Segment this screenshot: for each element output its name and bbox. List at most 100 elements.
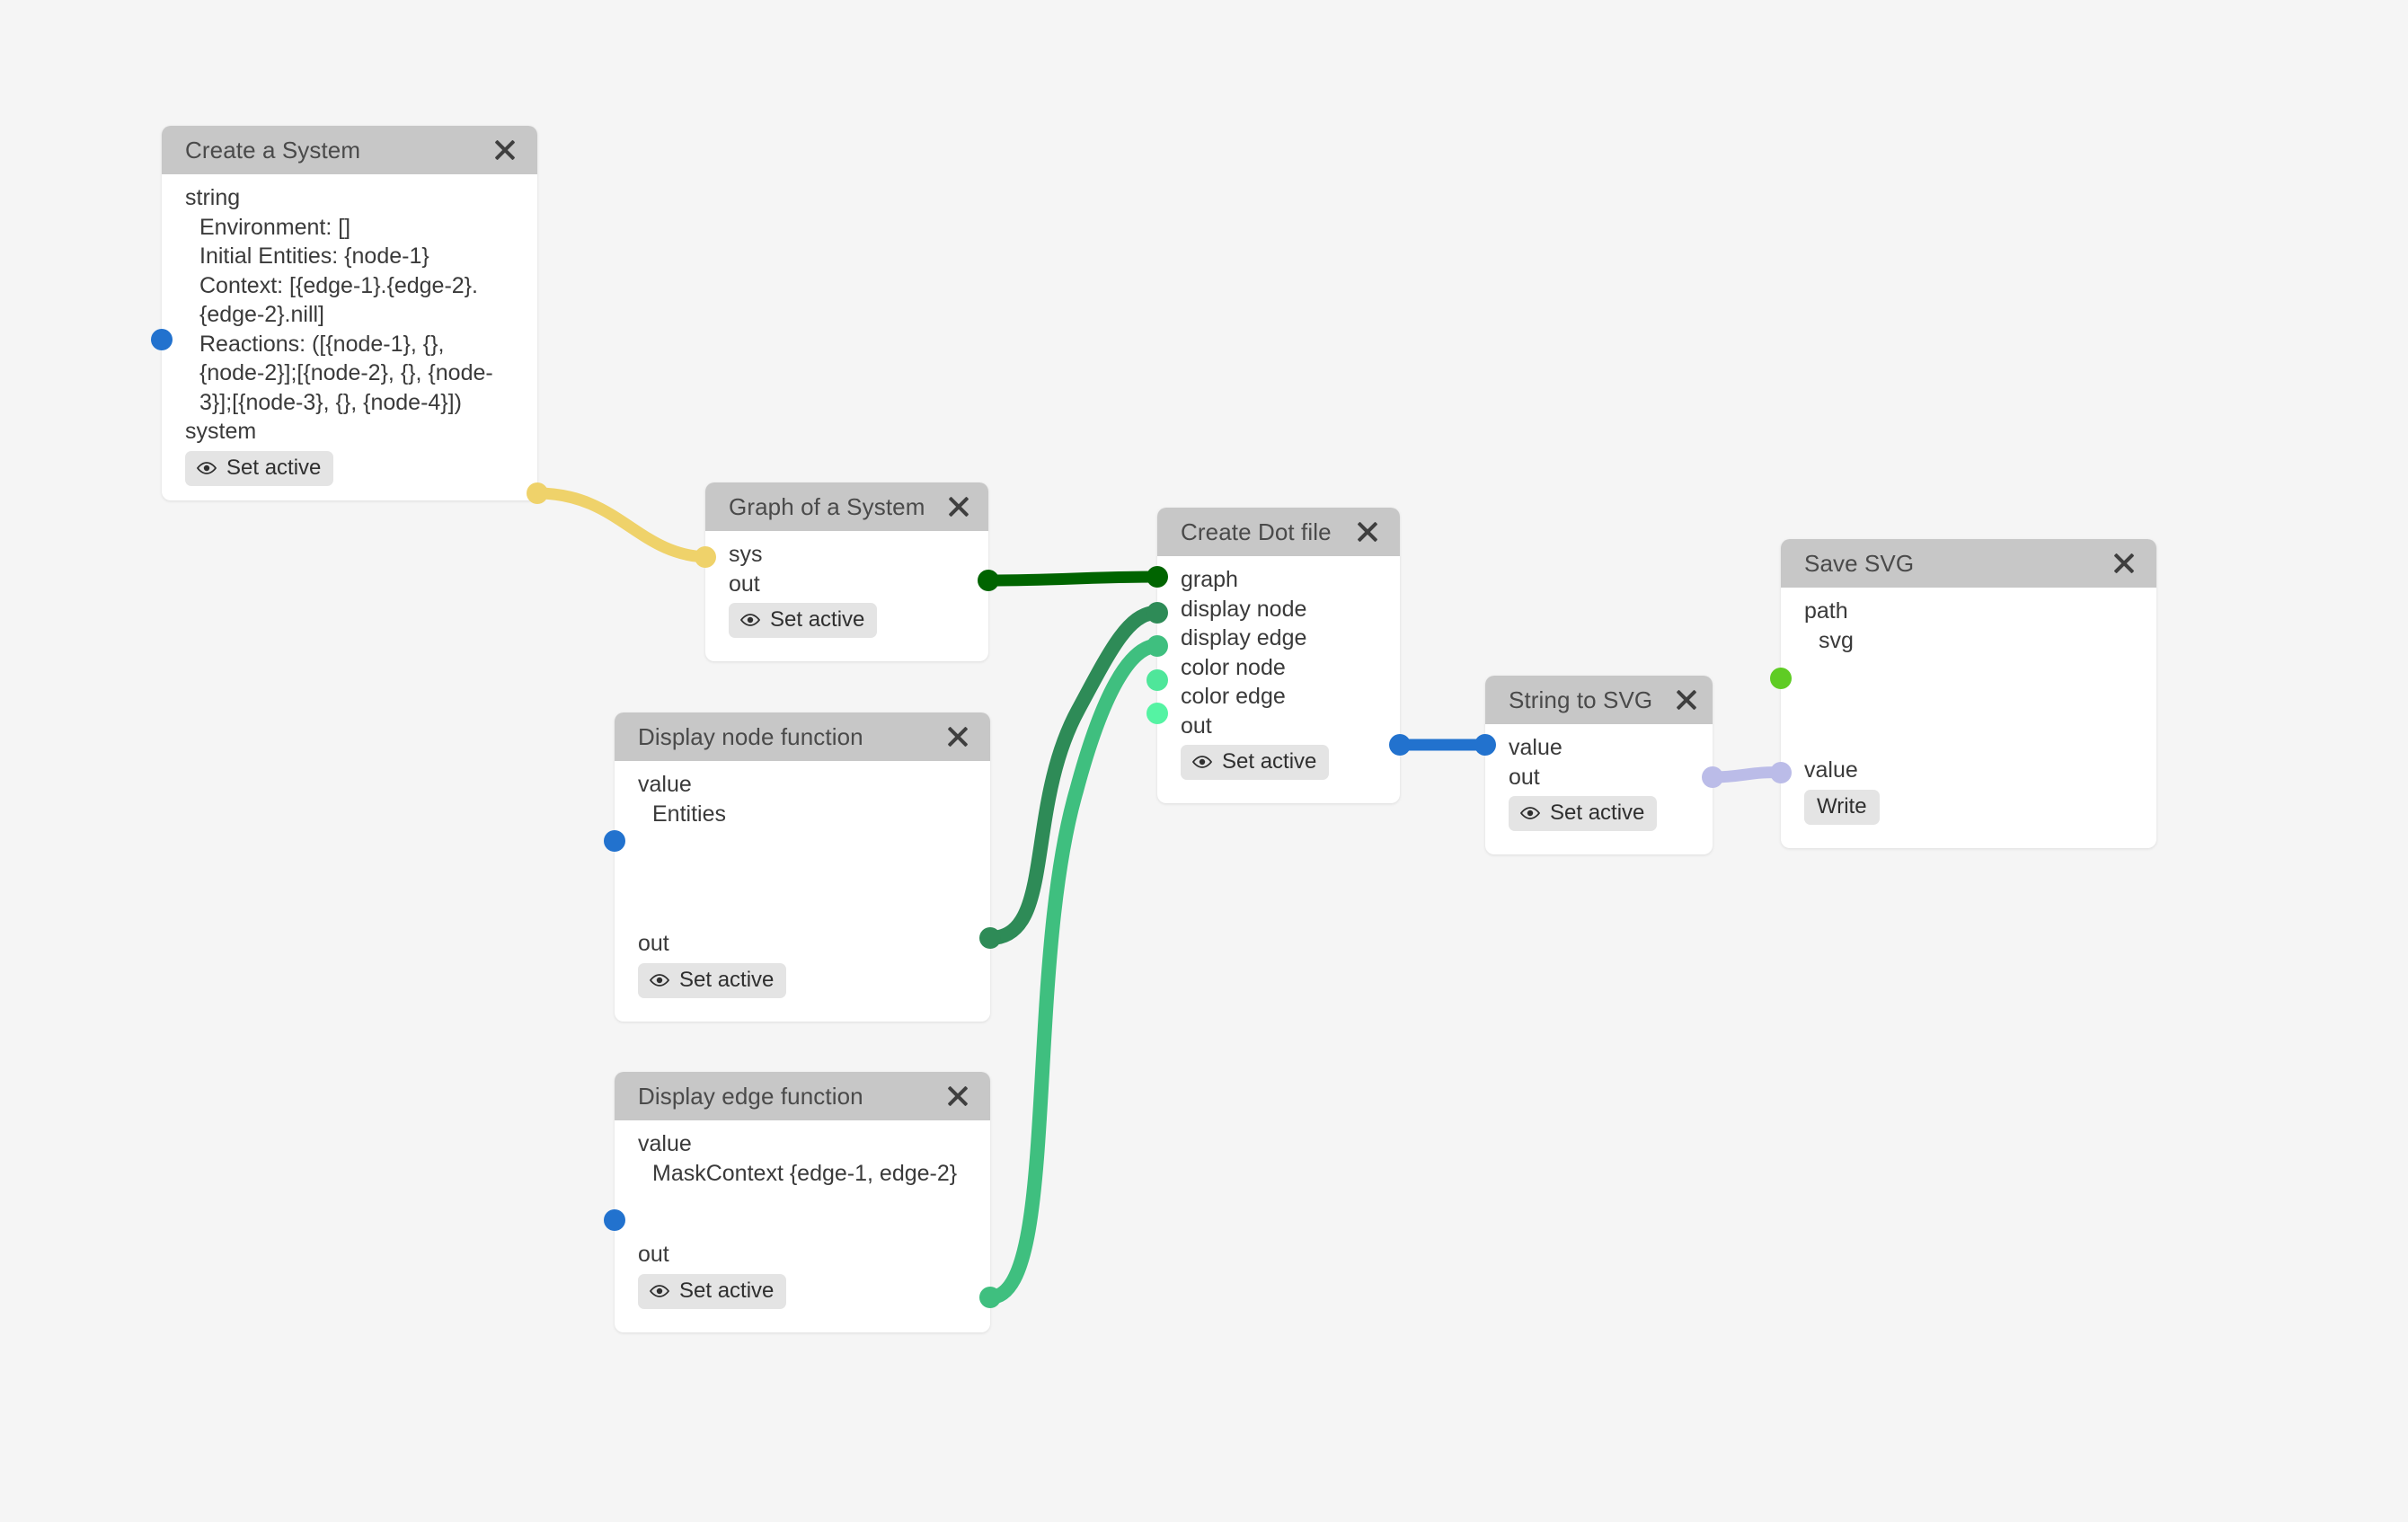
node-save-svg[interactable]: Save SVG path svg value Write xyxy=(1770,539,2156,848)
port-out-out[interactable] xyxy=(978,570,999,591)
close-icon[interactable] xyxy=(946,494,971,519)
port-label-graph: graph xyxy=(1181,567,1238,592)
port-label-color-node: color node xyxy=(1181,654,1286,680)
node-body: path svg value Write xyxy=(1781,588,2156,848)
port-label-sys: sys xyxy=(729,542,763,567)
port-label-out: out xyxy=(638,931,669,956)
port-in-color-node[interactable] xyxy=(1146,669,1168,691)
node-body: string Environment: [] Initial Entities:… xyxy=(162,174,537,500)
node-body: graph display node display edge color no… xyxy=(1157,556,1400,803)
port-in-color-edge[interactable] xyxy=(1146,703,1168,724)
node-header[interactable]: Save SVG xyxy=(1781,539,2156,588)
value-initial-entities: Initial Entities: {node-1} xyxy=(199,243,429,269)
port-in-value[interactable] xyxy=(1474,734,1496,756)
node-title: String to SVG xyxy=(1509,686,1653,713)
port-label-value: value xyxy=(1509,735,1563,760)
value-entities: Entities xyxy=(652,801,726,827)
node-string-to-svg[interactable]: String to SVG value out Set active xyxy=(1474,676,1723,854)
port-in-value[interactable] xyxy=(604,830,625,852)
node-body: value out Set active xyxy=(1485,724,1713,854)
port-out-out[interactable] xyxy=(1389,734,1411,756)
port-label-out: out xyxy=(729,571,760,597)
node-header[interactable]: Create a System xyxy=(162,126,537,174)
port-out-out[interactable] xyxy=(979,927,1001,949)
value-reactions: Reactions: ([{node-1}, {}, {node-2}];[{n… xyxy=(199,331,493,415)
node-create-a-system[interactable]: Create a System string Environment: [] I… xyxy=(151,126,548,504)
value-svg: svg xyxy=(1819,627,1854,653)
port-in-display-node[interactable] xyxy=(1146,602,1168,624)
node-graph-of-a-system[interactable]: Graph of a System sys out Set active xyxy=(695,482,999,661)
node-header[interactable]: Display edge function xyxy=(615,1072,990,1120)
port-out-out[interactable] xyxy=(1702,766,1723,788)
port-label-value: value xyxy=(638,772,692,797)
value-environment: Environment: [] xyxy=(199,214,351,240)
edge-system-to-sys xyxy=(531,487,716,563)
node-title: Save SVG xyxy=(1804,549,1915,577)
port-label-value: value xyxy=(638,1131,692,1156)
port-label-color-edge: color edge xyxy=(1181,684,1286,709)
close-icon[interactable] xyxy=(492,137,518,163)
port-label-out: out xyxy=(1509,764,1540,790)
close-icon[interactable] xyxy=(1674,687,1699,712)
port-label-out: out xyxy=(638,1242,669,1267)
port-in-sys[interactable] xyxy=(695,546,716,568)
node-header[interactable]: Create Dot file xyxy=(1157,508,1400,556)
eye-icon xyxy=(1191,756,1213,768)
set-active-button[interactable]: Set active xyxy=(1509,796,1658,831)
eye-icon xyxy=(739,614,761,626)
node-header[interactable]: Display node function xyxy=(615,712,990,761)
close-icon[interactable] xyxy=(2111,551,2137,576)
value-maskcontext: MaskContext {edge-1, edge-2} xyxy=(652,1160,958,1186)
set-active-label: Set active xyxy=(679,967,775,992)
set-active-label: Set active xyxy=(770,607,865,632)
port-out-out[interactable] xyxy=(979,1287,1001,1308)
set-active-button[interactable]: Set active xyxy=(729,603,878,638)
set-active-button[interactable]: Set active xyxy=(638,1273,787,1309)
eye-icon xyxy=(649,973,670,987)
set-active-label: Set active xyxy=(226,455,322,480)
set-active-label: Set active xyxy=(679,1278,775,1303)
node-title: Display node function xyxy=(638,722,863,750)
port-label-path: path xyxy=(1804,598,1848,624)
set-active-button[interactable]: Set active xyxy=(638,962,787,998)
value-context: Context: [{edge-1}.{edge-2}.{edge-2}.nil… xyxy=(199,272,478,328)
close-icon[interactable] xyxy=(1355,519,1380,544)
node-title: Graph of a System xyxy=(729,492,925,520)
node-title: Create Dot file xyxy=(1181,518,1332,545)
port-label-value: value xyxy=(1804,757,1858,783)
port-in-value[interactable] xyxy=(604,1209,625,1231)
port-in-string[interactable] xyxy=(151,329,173,350)
port-out-system[interactable] xyxy=(527,482,548,504)
write-label: Write xyxy=(1817,793,1867,819)
node-create-dot-file[interactable]: Create Dot file graph display node displ… xyxy=(1146,508,1411,803)
port-in-display-edge[interactable] xyxy=(1146,635,1168,657)
node-title: Create a System xyxy=(185,136,361,164)
port-label-out: out xyxy=(1181,712,1212,739)
set-active-label: Set active xyxy=(1550,801,1645,825)
set-active-button[interactable]: Set active xyxy=(1181,745,1330,780)
node-title: Display edge function xyxy=(638,1082,863,1110)
node-display-edge-function[interactable]: Display edge function value MaskContext … xyxy=(604,1072,1001,1332)
node-header[interactable]: String to SVG xyxy=(1485,676,1713,724)
port-in-graph[interactable] xyxy=(1146,566,1168,588)
set-active-label: Set active xyxy=(1222,749,1317,774)
edge-displaynode xyxy=(983,606,1162,945)
node-display-node-function[interactable]: Display node function value Entities out… xyxy=(604,712,1001,1022)
set-active-button[interactable]: Set active xyxy=(185,450,334,486)
eye-icon xyxy=(196,461,217,474)
port-in-value[interactable] xyxy=(1770,762,1792,783)
edge-out-to-graph xyxy=(982,571,1161,587)
node-body: sys out Set active xyxy=(705,531,988,661)
write-button[interactable]: Write xyxy=(1804,789,1880,825)
port-label-system: system xyxy=(185,419,257,444)
eye-icon xyxy=(1519,807,1541,819)
port-label-display-edge: display edge xyxy=(1181,625,1307,650)
port-in-path[interactable] xyxy=(1770,668,1792,689)
node-header[interactable]: Graph of a System xyxy=(705,482,988,531)
close-icon[interactable] xyxy=(945,1084,970,1109)
node-body: value Entities out Set active xyxy=(615,761,990,1022)
close-icon[interactable] xyxy=(945,724,970,749)
edge-displayedge xyxy=(983,639,1162,1305)
node-body: value MaskContext {edge-1, edge-2} out S… xyxy=(615,1120,990,1332)
